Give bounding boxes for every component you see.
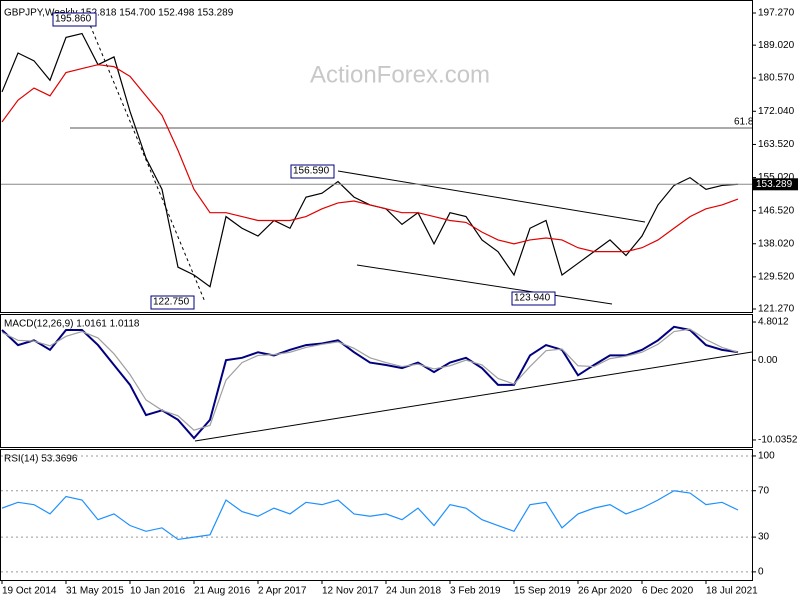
trend-line xyxy=(87,19,206,303)
pane-title: RSI(14) 53.3696 xyxy=(4,454,78,465)
y-tick-label: 138.020 xyxy=(758,238,795,249)
y-tick-label: 70 xyxy=(758,485,770,496)
series-line xyxy=(1,490,739,541)
watermark: ActionForex.com xyxy=(310,61,490,88)
series-line xyxy=(1,325,739,440)
annotation-box xyxy=(52,12,97,27)
series-line xyxy=(1,64,739,253)
annotation: 195.860 xyxy=(55,14,92,25)
x-tick-label: 15 Sep 2019 xyxy=(514,586,571,597)
x-tick-label: 3 Feb 2019 xyxy=(450,586,501,597)
y-tick-label: 4.8012 xyxy=(758,317,789,328)
x-tick-label: 2 Apr 2017 xyxy=(258,586,307,597)
x-tick-label: 19 Oct 2014 xyxy=(2,586,57,597)
y-tick-label: 146.520 xyxy=(758,205,795,216)
trend-line xyxy=(337,170,646,223)
y-tick-label: -10.0352 xyxy=(758,435,798,446)
price-pane xyxy=(0,0,753,313)
y-tick-label: 121.270 xyxy=(758,304,795,315)
y-tick-label: 172.040 xyxy=(758,106,795,117)
annotation-box xyxy=(150,295,195,310)
y-tick-label: 0 xyxy=(758,567,764,578)
price-label: 153.289 xyxy=(756,179,793,190)
price-label-box xyxy=(752,178,798,191)
x-tick-label: 6 Dec 2020 xyxy=(642,586,694,597)
series-line xyxy=(1,328,739,431)
macd-pane xyxy=(0,314,753,448)
y-tick-label: 180.570 xyxy=(758,73,795,84)
annotation: 156.590 xyxy=(293,166,330,177)
rsi-pane xyxy=(0,449,753,581)
y-tick-label: 100 xyxy=(758,451,775,462)
trend-line xyxy=(356,264,613,305)
annotation: 123.940 xyxy=(514,293,551,304)
y-tick-label: 155.020 xyxy=(758,172,795,183)
x-tick-label: 26 Apr 2020 xyxy=(578,586,632,597)
y-tick-label: 189.020 xyxy=(758,40,795,51)
x-tick-label: 21 Aug 2016 xyxy=(194,586,251,597)
x-tick-label: 12 Nov 2017 xyxy=(322,586,379,597)
x-tick-label: 10 Jan 2016 xyxy=(130,586,185,597)
annotation: 122.750 xyxy=(153,297,190,308)
pane-title: MACD(12,26,9) 1.0161 1.0118 xyxy=(4,319,140,330)
trend-line xyxy=(194,351,753,442)
x-tick-label: 24 Jun 2018 xyxy=(386,586,441,597)
y-tick-label: 0.00 xyxy=(758,355,778,366)
pane-title: GBPJPY,Weekly 152.818 154.700 152.498 15… xyxy=(4,8,234,19)
annotation: 61.8 xyxy=(734,117,754,128)
y-tick-label: 163.520 xyxy=(758,139,795,150)
annotation-box xyxy=(511,291,556,306)
y-tick-label: 197.270 xyxy=(758,8,795,19)
y-tick-label: 129.520 xyxy=(758,272,795,283)
y-tick-label: 30 xyxy=(758,532,770,543)
annotation-box xyxy=(290,164,335,179)
x-tick-label: 18 Jul 2021 xyxy=(706,586,758,597)
x-tick-label: 31 May 2015 xyxy=(66,586,124,597)
